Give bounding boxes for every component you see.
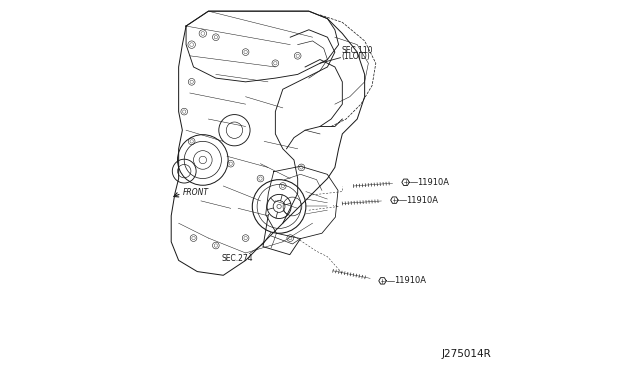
Text: FRONT: FRONT — [183, 188, 209, 197]
Text: (1LOID): (1LOID) — [342, 52, 371, 61]
Text: SEC.274: SEC.274 — [221, 254, 253, 263]
Text: SEC.110: SEC.110 — [342, 46, 373, 55]
Text: J275014R: J275014R — [442, 349, 491, 359]
Polygon shape — [402, 179, 410, 186]
Text: 11910A: 11910A — [406, 196, 438, 205]
Polygon shape — [379, 278, 386, 284]
Text: 11910A: 11910A — [417, 178, 449, 187]
Text: 11910A: 11910A — [394, 276, 426, 285]
Polygon shape — [390, 197, 398, 203]
